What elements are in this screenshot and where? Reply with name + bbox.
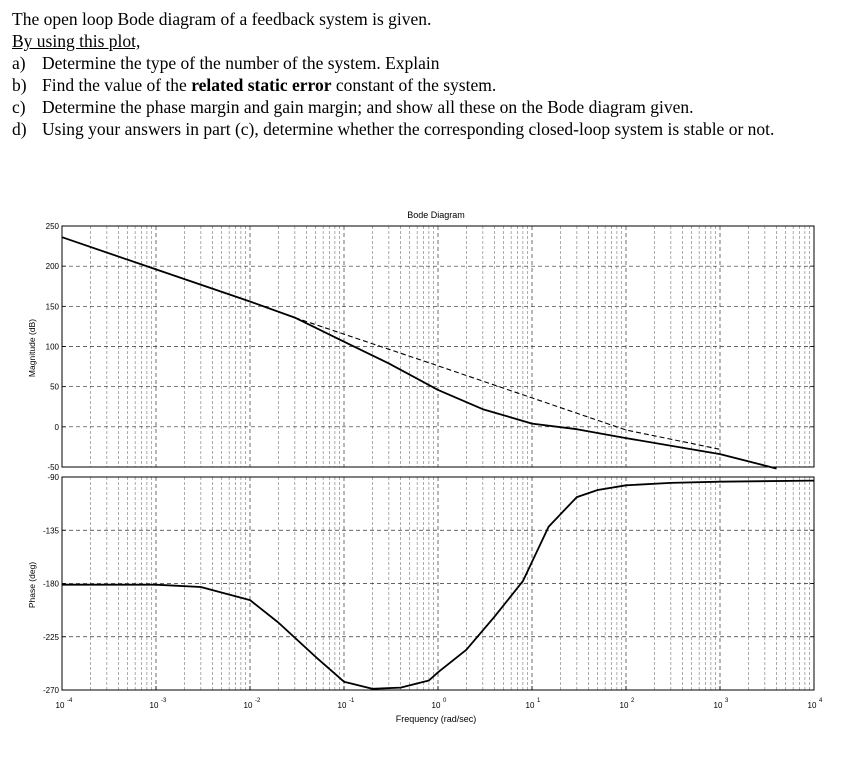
y-tick-label: -180 (43, 580, 60, 589)
x-tick-label: 10 3 (714, 698, 729, 710)
y-tick-label: 0 (55, 423, 60, 432)
problem-intro: The open loop Bode diagram of a feedback… (12, 9, 432, 29)
x-tick-label: 10 4 (808, 698, 823, 710)
x-tick-base: 10 (56, 701, 65, 710)
question-fragment: Using your answers in part (c), determin… (42, 119, 775, 139)
y-tick-label: 100 (46, 343, 60, 352)
asymptote-line (294, 317, 721, 450)
question-text: Determine the phase margin and gain marg… (42, 96, 857, 118)
y-tick-label: -135 (43, 526, 60, 535)
question-text: Using your answers in part (c), determin… (42, 118, 857, 140)
question-fragment: Determine the type of the number of the … (42, 53, 440, 73)
question-item: b) Find the value of the related static e… (12, 74, 857, 96)
x-tick-exponent: -2 (255, 698, 261, 704)
question-text: Find the value of the related static err… (42, 74, 857, 96)
x-tick-base: 10 (150, 701, 159, 710)
x-tick-label: 10 1 (526, 698, 541, 710)
problem-instruction: By using this plot, (12, 31, 141, 51)
x-tick-base: 10 (338, 701, 347, 710)
y-tick-label: 150 (46, 302, 60, 311)
x-tick-label: 10 -4 (56, 698, 73, 710)
x-tick-exponent: 0 (443, 698, 447, 704)
y-tick-label: -50 (47, 463, 59, 472)
x-tick-exponent: 4 (819, 698, 823, 704)
y-tick-label: -90 (47, 473, 59, 482)
x-tick-base: 10 (244, 701, 253, 710)
magnitude-grid (62, 226, 814, 467)
x-tick-exponent: 1 (537, 698, 541, 704)
x-tick-base: 10 (620, 701, 629, 710)
x-tick-label: 10 0 (432, 698, 447, 710)
response-curve (62, 479, 815, 690)
x-tick-base: 10 (714, 701, 723, 710)
question-label: d) (12, 119, 27, 139)
chart-title: Bode Diagram (407, 210, 465, 220)
y-tick-label: 50 (50, 383, 59, 392)
phase-axis-label: Phase (deg) (27, 562, 37, 608)
y-tick-label: 200 (46, 262, 60, 271)
question-item: c) Determine the phase margin and gain ma… (12, 96, 857, 118)
question-emphasis: related static error (191, 75, 332, 95)
x-tick-exponent: -1 (349, 698, 355, 704)
x-tick-label: 10 -1 (338, 698, 355, 710)
question-label: b) (12, 75, 27, 95)
x-tick-label: 10 -2 (244, 698, 261, 710)
question-fragment: Find the value of the (42, 75, 192, 95)
frequency-ticks: 10 -4 10 -3 10 -2 10 -1 10 0 10 1 10 2 10 3 10 4 (56, 686, 823, 710)
magnitude-y-ticks: 250 200 150 100 50 0 -50 (46, 222, 814, 472)
magnitude-axis-label: Magnitude (dB) (27, 319, 37, 377)
x-tick-label: 10 -3 (150, 698, 167, 710)
y-tick-label: 250 (46, 222, 60, 231)
question-fragment: Determine the phase margin and gain marg… (42, 97, 694, 117)
x-tick-exponent: -4 (67, 698, 73, 704)
y-tick-label: -225 (43, 633, 60, 642)
phase-y-ticks: -90 -135 -180 -225 -270 (43, 473, 814, 695)
magnitude-curves (61, 236, 777, 470)
x-tick-base: 10 (432, 701, 441, 710)
y-tick-label: -270 (43, 686, 60, 695)
x-tick-base: 10 (808, 701, 817, 710)
phase-grid (62, 477, 814, 690)
question-fragment: constant of the system. (331, 75, 497, 95)
phase-curves (62, 479, 815, 690)
problem-statement: The open loop Bode diagram of a feedback… (12, 8, 857, 140)
question-label: a) (12, 53, 26, 73)
question-list: a) Determine the type of the number of th… (12, 52, 857, 140)
x-tick-label: 10 2 (620, 698, 635, 710)
question-text: Determine the type of the number of the … (42, 52, 857, 74)
x-tick-exponent: -3 (161, 698, 167, 704)
x-tick-exponent: 3 (725, 698, 729, 704)
question-label: c) (12, 97, 26, 117)
x-tick-base: 10 (526, 701, 535, 710)
x-axis-label: Frequency (rad/sec) (396, 714, 477, 724)
question-item: d) Using your answers in part (c), determ… (12, 118, 857, 140)
question-item: a) Determine the type of the number of th… (12, 52, 857, 74)
x-tick-exponent: 2 (631, 698, 635, 704)
response-curve (61, 236, 777, 470)
